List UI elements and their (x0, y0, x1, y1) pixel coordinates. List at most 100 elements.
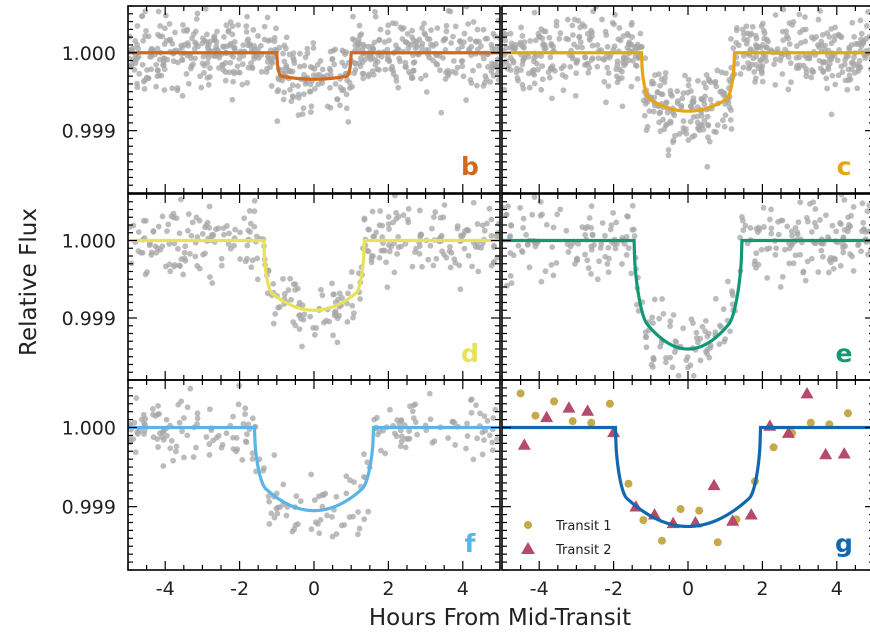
data-point (520, 215, 527, 222)
data-point (312, 519, 319, 526)
data-point (144, 269, 150, 275)
data-point (854, 85, 861, 92)
data-point (179, 428, 185, 435)
data-point (140, 37, 147, 44)
data-point (707, 96, 714, 103)
data-point (563, 227, 570, 234)
data-point (291, 60, 298, 67)
data-point (780, 37, 787, 44)
data-point (767, 216, 773, 223)
data-point (158, 72, 165, 79)
data-point (654, 89, 661, 96)
data-point (838, 221, 844, 228)
data-point (572, 92, 579, 99)
data-point (409, 408, 416, 415)
data-point (695, 77, 701, 84)
data-point (329, 514, 335, 520)
data-point (517, 204, 523, 211)
data-point (198, 84, 205, 91)
x-tick-label: -4 (156, 578, 175, 600)
data-point (346, 85, 353, 91)
data-point (223, 22, 230, 29)
data-point (602, 232, 608, 239)
data-point (480, 55, 487, 62)
data-point (429, 439, 436, 446)
data-point (427, 416, 434, 423)
data-point (651, 296, 658, 303)
data-point (194, 10, 201, 17)
data-point (237, 229, 243, 236)
data-point (657, 128, 664, 135)
data-point (176, 419, 183, 426)
data-point (192, 253, 199, 260)
data-point (142, 33, 149, 39)
data-point (594, 42, 601, 48)
data-point (844, 86, 851, 93)
data-point (755, 224, 762, 231)
data-point (800, 268, 807, 275)
data-point (205, 81, 212, 88)
data-point (153, 83, 160, 90)
data-point (720, 91, 727, 98)
data-point (206, 203, 213, 210)
series-point-transit-1 (843, 409, 852, 418)
series-point-transit-1 (531, 411, 540, 420)
data-point (628, 83, 635, 90)
data-point (793, 43, 800, 49)
data-point (488, 41, 495, 48)
data-point (574, 44, 581, 51)
data-point (130, 436, 137, 442)
data-point (413, 245, 419, 252)
data-point (509, 44, 516, 51)
data-point (841, 197, 848, 203)
data-point (817, 217, 823, 223)
data-point (634, 75, 641, 82)
data-point (829, 72, 836, 79)
data-point (866, 202, 870, 209)
data-point (317, 517, 324, 523)
data-point (704, 333, 711, 340)
data-point (507, 233, 514, 240)
data-point (451, 58, 457, 64)
data-point (268, 83, 275, 89)
x-tick-label: 2 (382, 578, 394, 600)
data-point (828, 259, 834, 266)
data-point (764, 44, 770, 51)
data-point (410, 415, 417, 422)
data-point (402, 240, 409, 247)
data-point (646, 108, 653, 115)
data-point (384, 29, 391, 36)
data-point (218, 444, 225, 451)
data-point (749, 23, 756, 30)
data-point (819, 253, 826, 260)
data-point (493, 64, 500, 71)
data-point (699, 323, 706, 330)
legend-label: Transit 1 (555, 519, 611, 534)
data-point (722, 70, 729, 77)
data-point (574, 57, 581, 64)
data-point (140, 217, 147, 224)
data-point (557, 30, 564, 37)
data-point (395, 244, 402, 251)
data-point (797, 199, 804, 206)
x-tick-label: 0 (308, 578, 320, 600)
data-point (538, 278, 545, 285)
data-point (385, 221, 392, 227)
data-point (729, 289, 736, 296)
data-point (290, 55, 297, 61)
data-point (261, 23, 268, 30)
data-point (445, 72, 452, 79)
data-point (293, 493, 300, 500)
data-point (822, 42, 828, 49)
data-point (339, 59, 346, 66)
data-point (623, 55, 630, 61)
data-point (702, 317, 709, 324)
data-point (423, 89, 430, 95)
data-point (203, 222, 210, 229)
data-point (179, 92, 186, 99)
data-point (480, 26, 487, 33)
data-point (249, 415, 256, 422)
data-point (669, 93, 675, 99)
data-point (479, 429, 486, 436)
data-point (779, 28, 786, 35)
